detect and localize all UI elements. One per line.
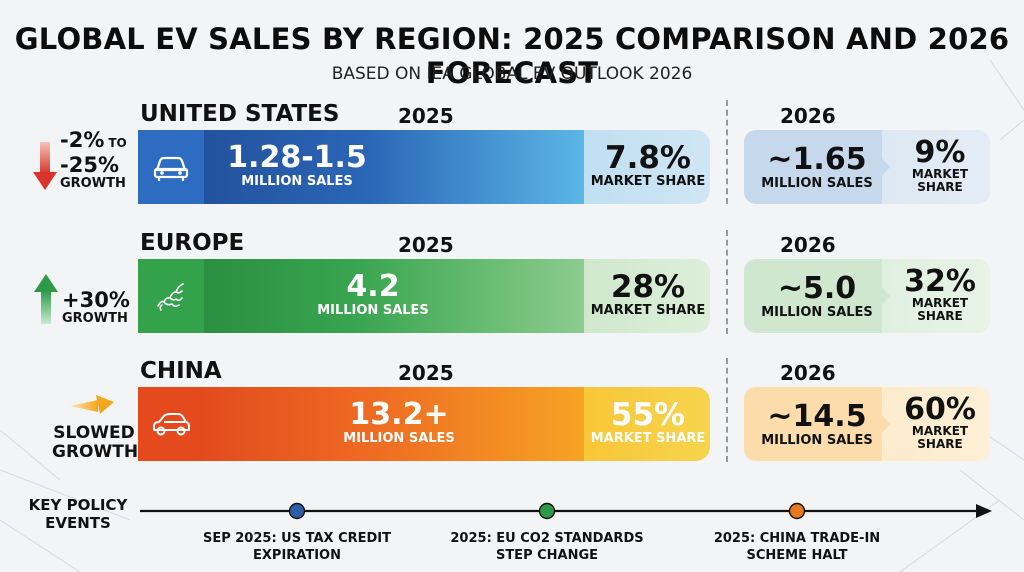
growth-value-us-1: -2% <box>60 128 105 152</box>
forecast-unit-us: MILLION SALES <box>761 176 873 191</box>
growth-label-china: GROWTH <box>52 442 139 462</box>
share-label-europe: MARKET SHARE <box>590 303 706 318</box>
growth-value-us-2: -25% <box>60 153 119 177</box>
forecast-sales-china: ~14.5 <box>767 399 867 434</box>
chevron-right-icon <box>876 281 890 311</box>
region-name-europe: EUROPE <box>140 230 245 256</box>
timeline-marker-us <box>288 502 306 520</box>
sales-unit-china: MILLION SALES <box>343 431 455 446</box>
timeline-marker-china <box>788 502 806 520</box>
timeline-title-2: EVENTS <box>45 514 111 532</box>
bar-us: 1.28-1.5 MILLION SALES 7.8% MARKET SHARE <box>138 130 710 204</box>
event-label-eu-2: STEP CHANGE <box>495 548 599 563</box>
forecast-share-china: 60% <box>904 392 976 427</box>
growth-value-china: SLOWED <box>53 423 135 443</box>
sales-value-us: 1.28-1.5 <box>227 140 367 175</box>
timeline-axis <box>140 504 992 518</box>
forecast-share-label-china-2: SHARE <box>917 437 963 451</box>
timeline-title-1: KEY POLICY <box>28 496 128 514</box>
year-label-china: 2025 <box>398 361 454 385</box>
forecast-sales-europe: ~5.0 <box>777 271 857 306</box>
forecast-share-label-china-1: MARKET <box>911 424 969 438</box>
sales-unit-us: MILLION SALES <box>241 174 353 189</box>
year-label-europe: 2025 <box>398 233 454 257</box>
forecast-box-china: ~14.5 MILLION SALES 60% MARKET SHARE <box>744 387 990 461</box>
forecast-share-label-us-2: SHARE <box>917 180 963 194</box>
separator-china <box>726 358 728 462</box>
car-icon <box>138 130 204 204</box>
arrow-right-icon <box>70 395 114 414</box>
share-value-china: 55% <box>610 397 686 433</box>
page-title: GLOBAL EV SALES BY REGION: 2025 COMPARIS… <box>14 22 1010 90</box>
growth-label-europe: GROWTH <box>62 311 128 326</box>
page-subtitle: BASED ON IEA GLOBAL EV OUTLOOK 2026 <box>331 64 693 84</box>
share-label-china: MARKET SHARE <box>590 431 706 446</box>
region-name-china: CHINA <box>140 358 222 384</box>
event-label-us-1: SEP 2025: US TAX CREDIT <box>202 531 392 546</box>
arrow-up-icon <box>34 274 58 324</box>
share-value-us: 7.8% <box>605 140 691 176</box>
growth-value-europe: +30% <box>62 288 130 312</box>
event-label-us-2: EXPIRATION <box>253 548 341 563</box>
event-label-china-2: SCHEME HALT <box>746 548 848 563</box>
timeline-marker-eu <box>538 502 556 520</box>
chevron-right-icon <box>876 152 890 182</box>
year-label-us: 2025 <box>398 104 454 128</box>
share-value-europe: 28% <box>610 269 686 305</box>
sales-unit-europe: MILLION SALES <box>317 303 429 318</box>
bar-china: 13.2+ MILLION SALES 55% MARKET SHARE <box>138 387 710 461</box>
sales-value-europe: 4.2 <box>346 269 400 304</box>
car-icon <box>138 387 204 461</box>
sales-value-china: 13.2+ <box>349 397 449 432</box>
forecast-sales-us: ~1.65 <box>767 142 867 177</box>
arrow-down-icon <box>33 142 57 190</box>
bar-europe: 4.2 MILLION SALES 28% MARKET SHARE <box>138 259 710 333</box>
forecast-share-label-us-1: MARKET <box>911 167 969 181</box>
share-label-us: MARKET SHARE <box>590 174 706 189</box>
europe-map-icon <box>138 259 204 333</box>
event-label-eu-1: 2025: EU CO2 STANDARDS <box>450 531 644 546</box>
separator-europe <box>726 230 728 334</box>
forecast-unit-europe: MILLION SALES <box>761 305 873 320</box>
forecast-unit-china: MILLION SALES <box>761 433 873 448</box>
growth-to-us: TO <box>108 136 127 150</box>
chevron-right-icon <box>876 409 890 439</box>
forecast-box-us: ~1.65 MILLION SALES 9% MARKET SHARE <box>744 130 990 204</box>
separator-us <box>726 100 728 204</box>
event-label-china-1: 2025: CHINA TRADE-IN <box>713 531 881 546</box>
forecast-box-europe: ~5.0 MILLION SALES 32% MARKET SHARE <box>744 259 990 333</box>
forecast-share-us: 9% <box>914 135 966 170</box>
forecast-share-label-europe-1: MARKET <box>911 296 969 310</box>
growth-label-us: GROWTH <box>60 176 126 191</box>
region-name-us: UNITED STATES <box>140 101 340 127</box>
forecast-share-label-europe-2: SHARE <box>917 309 963 323</box>
forecast-share-europe: 32% <box>904 264 976 299</box>
